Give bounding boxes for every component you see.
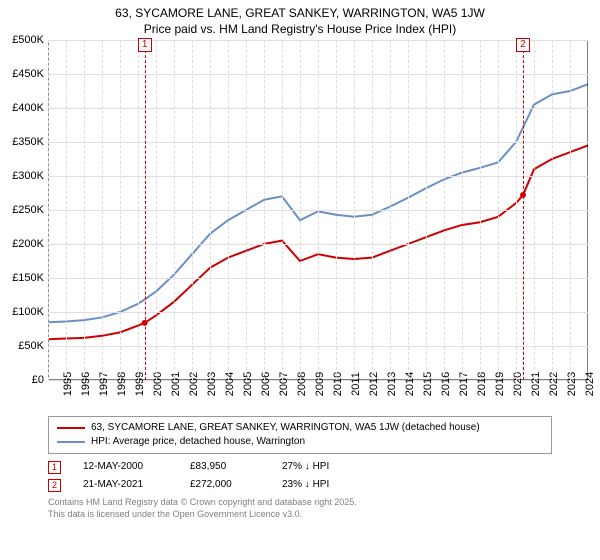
ytick-label: £300K [12,170,44,182]
event-marker-box: 2 [516,38,530,52]
transaction-date: 12-MAY-2000 [83,458,168,476]
gridline-v [570,40,571,380]
gridline-v [282,40,283,380]
gridline-v [120,40,121,380]
gridline-v [246,40,247,380]
footer-attribution: Contains HM Land Registry data © Crown c… [48,496,552,520]
gridline-v [480,40,481,380]
legend-label: 63, SYCAMORE LANE, GREAT SANKEY, WARRING… [91,421,480,435]
event-marker-box: 1 [138,38,152,52]
footer-line2: This data is licensed under the Open Gov… [48,508,552,520]
legend-row: HPI: Average price, detached house, Warr… [57,435,543,449]
gridline-v [192,40,193,380]
legend-swatch [57,441,85,443]
gridline-v [264,40,265,380]
transaction-marker: 1 [48,461,61,474]
gridline-v [66,40,67,380]
title-line1: 63, SYCAMORE LANE, GREAT SANKEY, WARRING… [10,6,590,20]
title-line2: Price paid vs. HM Land Registry's House … [10,22,590,36]
transaction-price: £272,000 [190,476,260,494]
gridline-v [462,40,463,380]
gridline-v [426,40,427,380]
ytick-label: £0 [32,374,44,386]
gridline-v [372,40,373,380]
gridline-v [516,40,517,380]
event-marker-line [523,40,524,380]
gridline-v [552,40,553,380]
gridline-v [300,40,301,380]
gridline-v [228,40,229,380]
plot-region: £0£50K£100K£150K£200K£250K£300K£350K£400… [48,40,588,380]
ytick-label: £100K [12,306,44,318]
transaction-row: 2 21-MAY-2021 £272,000 23% ↓ HPI [48,476,552,494]
event-marker-line [145,40,146,380]
transaction-row: 1 12-MAY-2000 £83,950 27% ↓ HPI [48,458,552,476]
transaction-date: 21-MAY-2021 [83,476,168,494]
ytick-label: £400K [12,102,44,114]
transactions-table: 1 12-MAY-2000 £83,950 27% ↓ HPI 2 21-MAY-2021… [48,458,552,494]
gridline-v [102,40,103,380]
transaction-price: £83,950 [190,458,260,476]
footer-line1: Contains HM Land Registry data © Crown c… [48,496,552,508]
chart-title-block: 63, SYCAMORE LANE, GREAT SANKEY, WARRING… [0,0,600,40]
ytick-label: £350K [12,136,44,148]
ytick-label: £150K [12,272,44,284]
gridline-v [408,40,409,380]
chart-area: £0£50K£100K£150K£200K£250K£300K£350K£400… [48,40,588,410]
legend-label: HPI: Average price, detached house, Warr… [91,435,305,449]
ytick-label: £200K [12,238,44,250]
legend-row: 63, SYCAMORE LANE, GREAT SANKEY, WARRING… [57,421,543,435]
transaction-delta: 23% ↓ HPI [282,476,372,494]
ytick-label: £250K [12,204,44,216]
gridline-v [174,40,175,380]
gridline-v [390,40,391,380]
gridline-v [354,40,355,380]
gridline-v [84,40,85,380]
transaction-delta: 27% ↓ HPI [282,458,372,476]
transaction-marker: 2 [48,479,61,492]
legend-swatch [57,427,85,429]
gridline-v [156,40,157,380]
gridline-v [336,40,337,380]
gridline-v [444,40,445,380]
gridline-v [48,40,49,380]
xtick-label: 2024 [570,372,596,396]
ytick-label: £450K [12,68,44,80]
gridline-v [318,40,319,380]
ytick-label: £500K [12,34,44,46]
gridline-v [534,40,535,380]
gridline-v [138,40,139,380]
ytick-label: £50K [18,340,44,352]
legend-box: 63, SYCAMORE LANE, GREAT SANKEY, WARRING… [48,416,552,454]
gridline-v [498,40,499,380]
gridline-v [210,40,211,380]
